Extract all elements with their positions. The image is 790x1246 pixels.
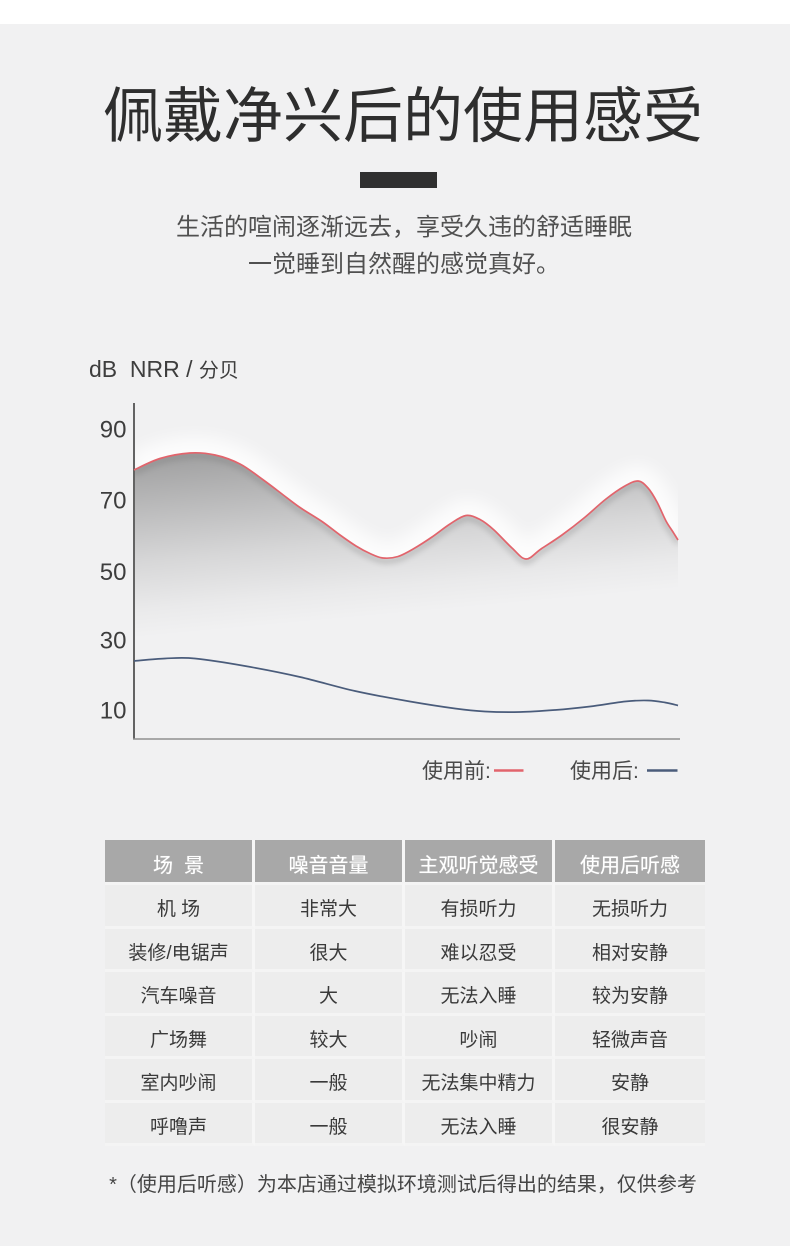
svg-text:10: 10 bbox=[100, 697, 127, 724]
svg-text:50: 50 bbox=[100, 559, 127, 586]
svg-text:70: 70 bbox=[100, 488, 127, 515]
svg-text:使用前:: 使用前: bbox=[422, 760, 491, 783]
svg-text:30: 30 bbox=[100, 628, 127, 655]
svg-text:90: 90 bbox=[100, 416, 127, 443]
svg-text:使用后:: 使用后: bbox=[570, 760, 639, 783]
